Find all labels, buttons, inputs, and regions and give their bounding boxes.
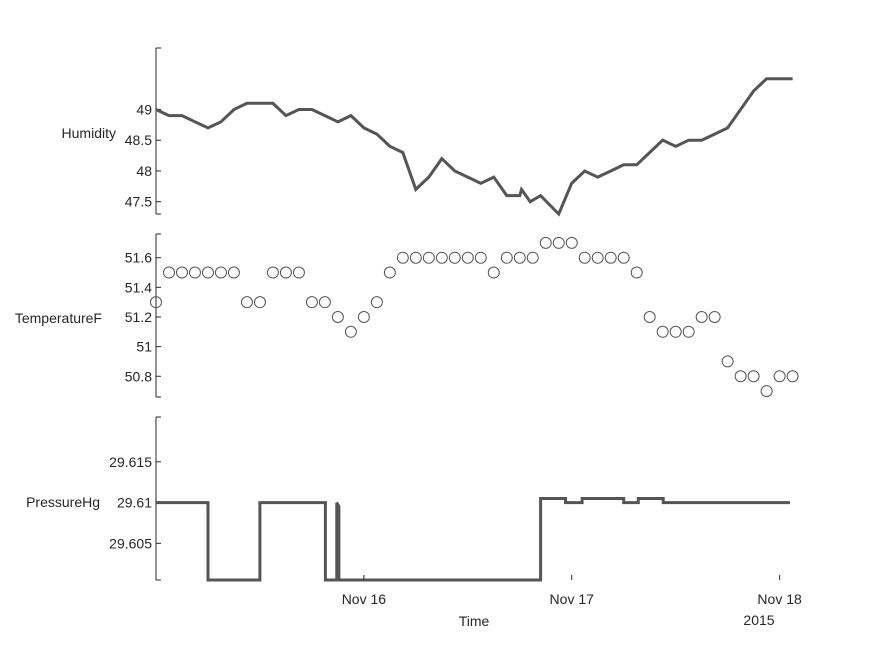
series-humidity [155, 77, 793, 217]
ylabel-temperature: TemperatureF [15, 310, 102, 326]
data-point [266, 266, 279, 279]
data-point [682, 325, 695, 338]
series-line [155, 77, 793, 217]
data-point [786, 370, 799, 383]
y-tick-label: 29.61 [117, 495, 152, 511]
panel-pressure: PressureHg 29.605 29.61 29.615 [26, 416, 790, 582]
data-point [370, 296, 383, 309]
y-tick-label: 48 [136, 163, 152, 179]
data-point [175, 266, 188, 279]
data-point [227, 266, 240, 279]
data-point [604, 251, 617, 264]
data-point [513, 251, 526, 264]
y-tick-label: 29.615 [109, 454, 152, 470]
data-point [461, 251, 474, 264]
x-tick-label: Nov 16 [342, 591, 387, 607]
x-axis-ticks: Nov 16 Nov 17 Nov 18 [342, 575, 802, 607]
data-point [643, 310, 656, 323]
data-point [279, 266, 292, 279]
y-tick-label: 29.605 [109, 535, 152, 551]
ylabel-pressure: PressureHg [26, 494, 100, 510]
data-point [565, 236, 578, 249]
panel-temperature: TemperatureF 50.8 51 51.2 51.4 51.6 [15, 233, 799, 398]
yticks-temperature: 50.8 51 51.2 51.4 51.6 [125, 233, 161, 398]
y-tick-label: 51.4 [125, 279, 152, 295]
data-point [552, 236, 565, 249]
y-tick-label: 50.8 [125, 368, 152, 384]
x-tick-label: Nov 18 [757, 591, 802, 607]
panel-humidity: Humidity 47.5 48 48.5 49 [62, 47, 793, 217]
data-point [331, 310, 344, 323]
data-point [162, 266, 175, 279]
data-point [240, 296, 253, 309]
data-point [474, 251, 487, 264]
data-point [695, 310, 708, 323]
data-point [591, 251, 604, 264]
data-point [150, 296, 162, 309]
series-temperature [150, 236, 799, 398]
data-point [578, 251, 591, 264]
data-point [630, 266, 643, 279]
data-point [383, 266, 396, 279]
data-point [344, 325, 357, 338]
data-point [396, 251, 409, 264]
data-point [188, 266, 201, 279]
data-point [708, 310, 721, 323]
x-axis-label: Time [459, 613, 490, 629]
y-tick-label: 49 [136, 101, 152, 117]
x-axis-year-label: 2015 [743, 612, 774, 628]
data-point [617, 251, 630, 264]
y-tick-label: 51.6 [125, 250, 152, 266]
data-point [656, 325, 669, 338]
data-point [539, 236, 552, 249]
y-tick-label: 51 [136, 339, 152, 355]
data-point [409, 251, 422, 264]
series-line [156, 497, 790, 582]
data-point [357, 310, 370, 323]
yticks-pressure: 29.605 29.61 29.615 [109, 416, 161, 581]
data-point [292, 266, 305, 279]
x-tick-label: Nov 17 [550, 591, 595, 607]
data-point [747, 370, 760, 383]
data-point [721, 355, 734, 368]
data-point [253, 296, 266, 309]
data-point [734, 370, 747, 383]
data-point [773, 370, 786, 383]
data-point [201, 266, 214, 279]
data-point [500, 251, 513, 264]
data-point [526, 251, 539, 264]
y-tick-label: 51.2 [125, 309, 152, 325]
yticks-humidity: 47.5 48 48.5 49 [125, 47, 161, 215]
data-point [487, 266, 500, 279]
data-point [448, 251, 461, 264]
ylabel-humidity: Humidity [62, 125, 116, 141]
data-point [669, 325, 682, 338]
data-point [760, 385, 773, 398]
data-point [435, 251, 448, 264]
series-pressure [156, 497, 790, 582]
data-point [305, 296, 318, 309]
data-point [422, 251, 435, 264]
data-point [214, 266, 227, 279]
data-point [318, 296, 331, 309]
y-tick-label: 48.5 [125, 132, 152, 148]
y-tick-label: 47.5 [125, 194, 152, 210]
